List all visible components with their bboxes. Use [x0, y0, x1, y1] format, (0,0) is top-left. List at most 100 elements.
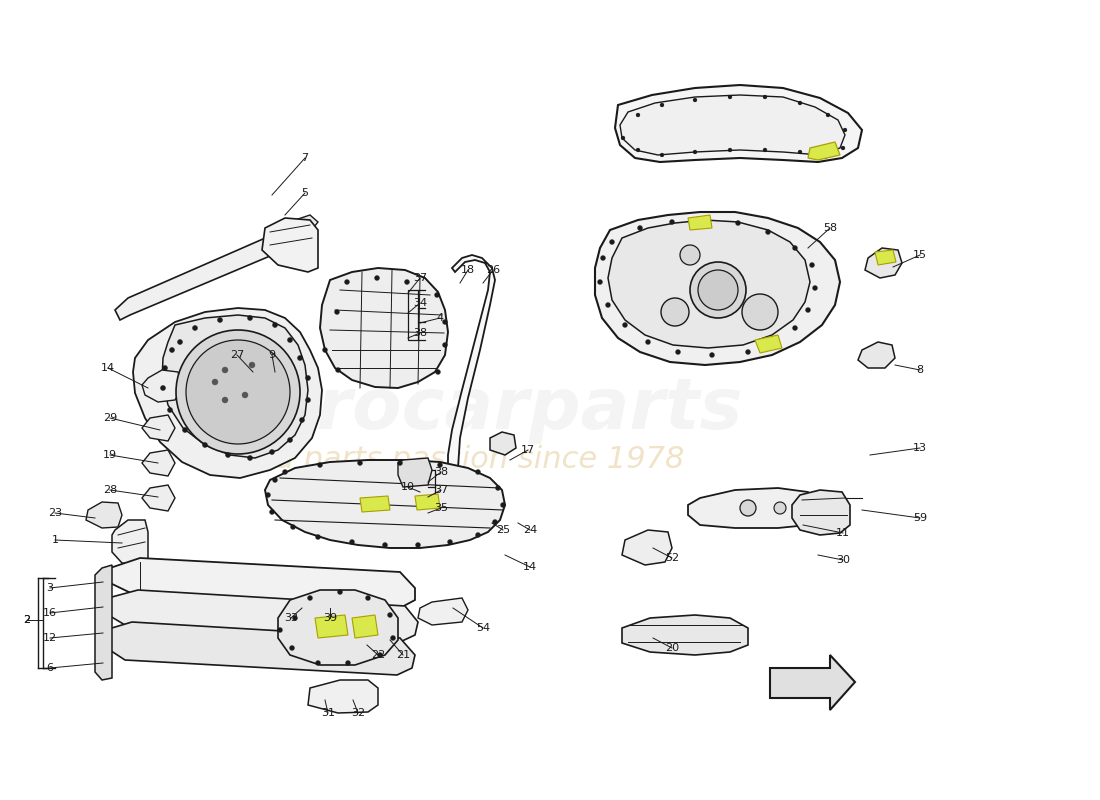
Circle shape — [273, 322, 277, 327]
Circle shape — [690, 262, 746, 318]
Polygon shape — [142, 450, 175, 476]
Circle shape — [318, 462, 322, 467]
Text: 13: 13 — [913, 443, 927, 453]
Circle shape — [322, 347, 328, 353]
Circle shape — [728, 95, 732, 99]
Circle shape — [177, 339, 183, 345]
Text: 16: 16 — [43, 608, 57, 618]
Circle shape — [693, 98, 697, 102]
Circle shape — [287, 338, 293, 342]
Circle shape — [344, 279, 350, 285]
Circle shape — [475, 470, 481, 474]
Text: 17: 17 — [521, 445, 535, 455]
Polygon shape — [86, 502, 122, 528]
Circle shape — [448, 539, 452, 545]
Circle shape — [287, 438, 293, 442]
Circle shape — [306, 375, 310, 381]
Circle shape — [212, 379, 218, 385]
Circle shape — [621, 136, 625, 140]
Circle shape — [740, 500, 756, 516]
Polygon shape — [265, 460, 505, 548]
Circle shape — [680, 245, 700, 265]
Text: 18: 18 — [461, 265, 475, 275]
Circle shape — [167, 407, 173, 413]
Circle shape — [163, 366, 167, 370]
Text: 21: 21 — [396, 650, 410, 660]
Polygon shape — [688, 215, 712, 230]
Polygon shape — [162, 315, 308, 458]
Text: 8: 8 — [916, 365, 924, 375]
Text: 26: 26 — [486, 265, 500, 275]
Polygon shape — [770, 655, 855, 710]
Polygon shape — [415, 494, 440, 510]
Circle shape — [273, 478, 277, 482]
Circle shape — [297, 355, 302, 361]
Text: 6: 6 — [46, 663, 54, 673]
Circle shape — [390, 635, 396, 641]
Circle shape — [763, 148, 767, 152]
Polygon shape — [142, 485, 175, 511]
Circle shape — [703, 218, 707, 222]
Circle shape — [442, 342, 448, 347]
Text: 28: 28 — [103, 485, 117, 495]
Text: 7: 7 — [301, 153, 309, 163]
Polygon shape — [116, 225, 308, 320]
Circle shape — [742, 294, 778, 330]
Circle shape — [798, 101, 802, 105]
Polygon shape — [295, 215, 318, 232]
Circle shape — [493, 519, 497, 525]
Circle shape — [792, 326, 798, 330]
Polygon shape — [262, 218, 318, 272]
Circle shape — [823, 155, 827, 159]
Circle shape — [289, 646, 295, 650]
Circle shape — [277, 627, 283, 633]
Text: 4: 4 — [437, 313, 443, 323]
Circle shape — [746, 350, 750, 354]
Circle shape — [638, 226, 642, 230]
Text: 14: 14 — [522, 562, 537, 572]
Polygon shape — [418, 598, 468, 625]
Polygon shape — [308, 680, 378, 713]
Circle shape — [495, 486, 500, 490]
Text: 35: 35 — [434, 503, 448, 513]
Circle shape — [405, 279, 409, 285]
Circle shape — [316, 661, 320, 666]
Circle shape — [774, 502, 786, 514]
Text: 9: 9 — [268, 350, 276, 360]
Circle shape — [792, 246, 798, 250]
Circle shape — [186, 340, 290, 444]
Circle shape — [222, 367, 228, 373]
Circle shape — [334, 310, 340, 314]
Text: 10: 10 — [402, 482, 415, 492]
Text: 3: 3 — [46, 583, 54, 593]
Polygon shape — [104, 590, 418, 642]
Polygon shape — [102, 622, 415, 675]
Circle shape — [805, 307, 811, 313]
Circle shape — [218, 318, 222, 322]
Polygon shape — [858, 342, 895, 368]
Circle shape — [338, 590, 342, 594]
Circle shape — [374, 275, 379, 281]
Circle shape — [242, 392, 248, 398]
Polygon shape — [865, 248, 902, 278]
Circle shape — [249, 362, 255, 368]
Circle shape — [675, 350, 681, 354]
Text: 2: 2 — [23, 615, 31, 625]
Polygon shape — [615, 85, 862, 162]
Circle shape — [605, 302, 610, 307]
Circle shape — [623, 322, 627, 327]
Circle shape — [646, 339, 650, 345]
Polygon shape — [320, 268, 448, 388]
Circle shape — [660, 103, 664, 107]
Text: 5: 5 — [301, 188, 308, 198]
Polygon shape — [352, 615, 378, 638]
Circle shape — [161, 386, 165, 390]
Text: 38: 38 — [433, 467, 448, 477]
Circle shape — [387, 613, 393, 618]
Polygon shape — [808, 142, 840, 160]
Circle shape — [316, 534, 320, 539]
Polygon shape — [112, 520, 148, 565]
Circle shape — [766, 230, 770, 234]
Text: 24: 24 — [522, 525, 537, 535]
Circle shape — [383, 542, 387, 547]
